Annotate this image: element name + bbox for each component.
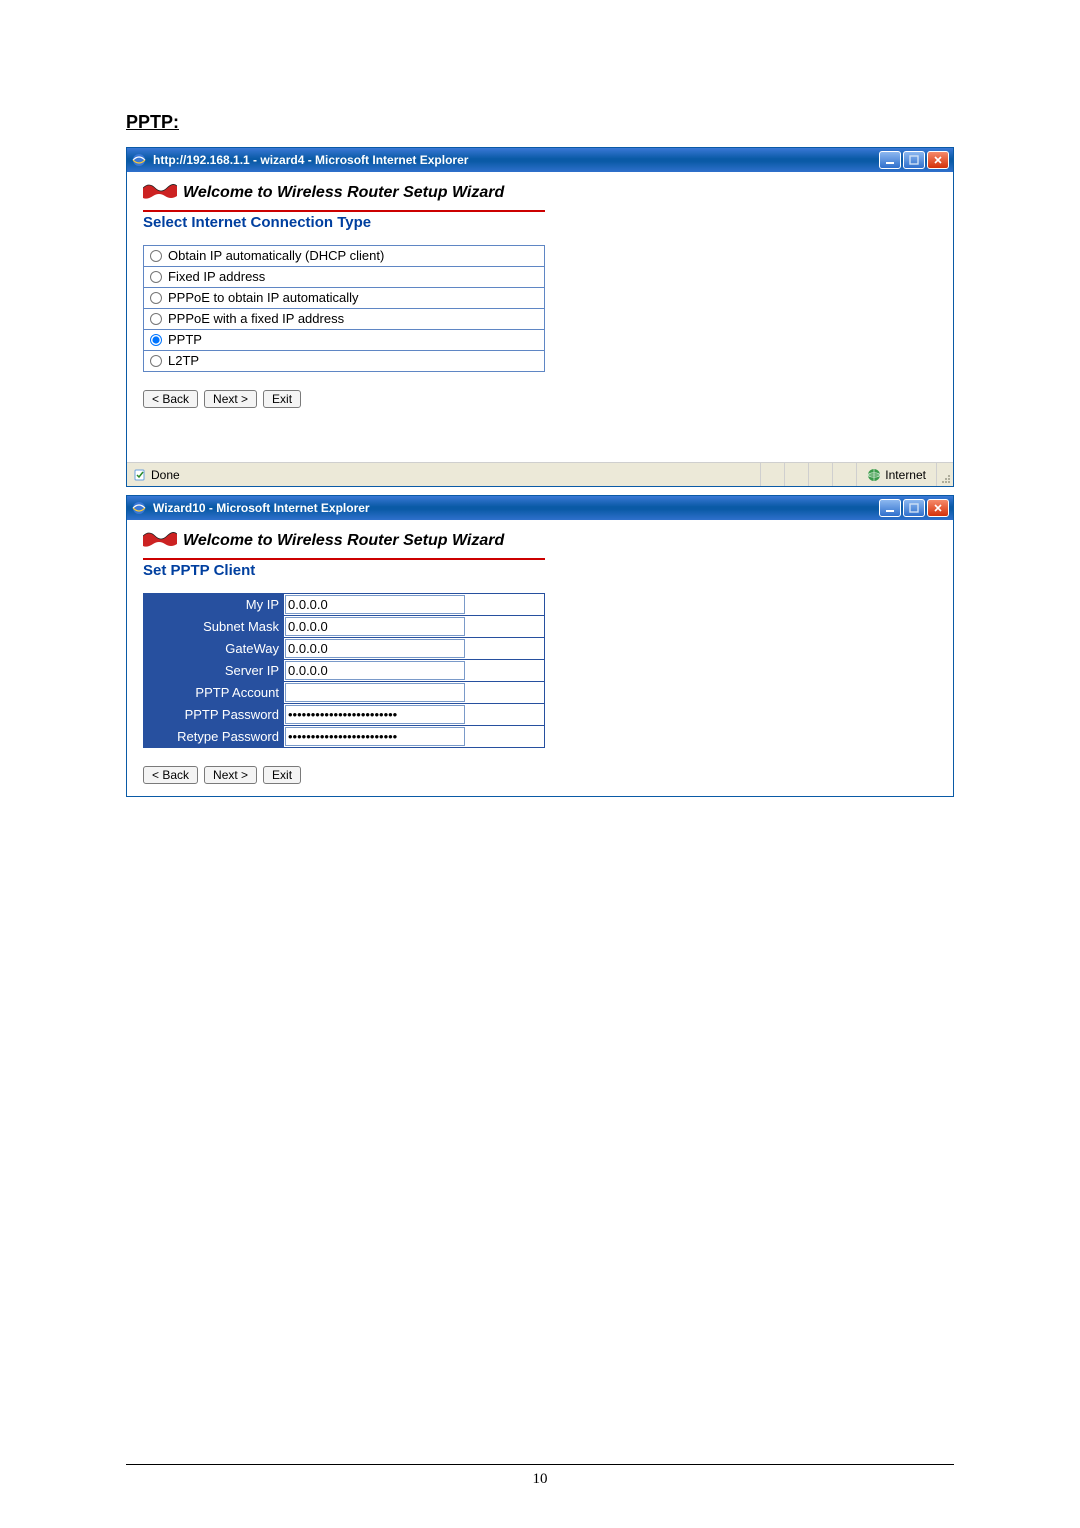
option-label: L2TP (168, 353, 199, 368)
ie-icon (131, 500, 147, 516)
radio-pppoe-auto[interactable] (150, 292, 162, 304)
zone-label: Internet (885, 468, 926, 482)
titlebar[interactable]: http://192.168.1.1 - wizard4 - Microsoft… (127, 148, 953, 172)
next-button[interactable]: Next > (204, 390, 257, 408)
page-number: 10 (126, 1471, 954, 1488)
wizard-flag-icon (143, 530, 177, 552)
maximize-button[interactable] (903, 151, 925, 169)
field-label: GateWay (144, 638, 284, 660)
minimize-button[interactable] (879, 499, 901, 517)
pptp-form-table: My IP Subnet Mask GateWay Server IP PPTP… (143, 593, 545, 748)
status-seg (833, 463, 857, 486)
titlebar[interactable]: Wizard10 - Microsoft Internet Explorer (127, 496, 953, 520)
form-row-server-ip: Server IP (144, 660, 545, 682)
red-divider (143, 210, 545, 212)
radio-pppoe-fixed[interactable] (150, 313, 162, 325)
pptp-password-input[interactable] (285, 705, 465, 724)
wizard-title: Welcome to Wireless Router Setup Wizard (183, 532, 504, 550)
field-label: Subnet Mask (144, 616, 284, 638)
field-label: PPTP Account (144, 682, 284, 704)
wizard-subheading: Set PPTP Client (143, 562, 545, 579)
option-pptp[interactable]: PPTP (143, 329, 545, 350)
window-wizard4: http://192.168.1.1 - wizard4 - Microsoft… (126, 147, 954, 487)
exit-button[interactable]: Exit (263, 390, 301, 408)
window-content: Welcome to Wireless Router Setup Wizard … (127, 520, 953, 796)
close-button[interactable] (927, 499, 949, 517)
close-button[interactable] (927, 151, 949, 169)
form-row-account: PPTP Account (144, 682, 545, 704)
globe-icon (867, 468, 881, 482)
status-seg (785, 463, 809, 486)
form-row-gateway: GateWay (144, 638, 545, 660)
option-label: PPPoE with a fixed IP address (168, 311, 344, 326)
resize-grip[interactable] (937, 463, 953, 486)
back-button[interactable]: < Back (143, 766, 198, 784)
option-pppoe-fixed[interactable]: PPPoE with a fixed IP address (143, 308, 545, 329)
form-row-my-ip: My IP (144, 594, 545, 616)
footer-rule (126, 1464, 954, 1465)
form-row-password: PPTP Password (144, 704, 545, 726)
wizard-buttons: < Back Next > Exit (143, 766, 937, 784)
window-buttons (879, 151, 949, 169)
connection-type-options: Obtain IP automatically (DHCP client) Fi… (143, 245, 545, 372)
window-title: Wizard10 - Microsoft Internet Explorer (153, 501, 873, 515)
my-ip-input[interactable] (285, 595, 465, 614)
statusbar: Done Internet (127, 462, 953, 486)
option-dhcp[interactable]: Obtain IP automatically (DHCP client) (143, 245, 545, 266)
window-buttons (879, 499, 949, 517)
section-heading: PPTP: (126, 112, 954, 133)
radio-fixed-ip[interactable] (150, 271, 162, 283)
option-label: PPPoE to obtain IP automatically (168, 290, 359, 305)
wizard-subheading: Select Internet Connection Type (143, 214, 545, 231)
status-seg (761, 463, 785, 486)
red-divider (143, 558, 545, 560)
field-label: PPTP Password (144, 704, 284, 726)
option-label: PPTP (168, 332, 202, 347)
radio-l2tp[interactable] (150, 355, 162, 367)
page-footer: 10 (126, 1464, 954, 1488)
minimize-button[interactable] (879, 151, 901, 169)
radio-pptp[interactable] (150, 334, 162, 346)
status-text: Done (151, 468, 180, 482)
field-label: Retype Password (144, 726, 284, 748)
window-title: http://192.168.1.1 - wizard4 - Microsoft… (153, 153, 873, 167)
wizard-flag-icon (143, 182, 177, 204)
next-button[interactable]: Next > (204, 766, 257, 784)
wizard-buttons: < Back Next > Exit (143, 390, 937, 408)
option-label: Obtain IP automatically (DHCP client) (168, 248, 384, 263)
form-row-retype-password: Retype Password (144, 726, 545, 748)
form-row-subnet: Subnet Mask (144, 616, 545, 638)
wizard-header: Welcome to Wireless Router Setup Wizard (143, 528, 545, 556)
window-content: Welcome to Wireless Router Setup Wizard … (127, 172, 953, 462)
wizard-header: Welcome to Wireless Router Setup Wizard (143, 180, 545, 208)
radio-dhcp[interactable] (150, 250, 162, 262)
option-l2tp[interactable]: L2TP (143, 350, 545, 372)
subnet-mask-input[interactable] (285, 617, 465, 636)
status-left: Done (127, 463, 761, 486)
back-button[interactable]: < Back (143, 390, 198, 408)
window-wizard10: Wizard10 - Microsoft Internet Explorer W… (126, 495, 954, 797)
field-label: Server IP (144, 660, 284, 682)
exit-button[interactable]: Exit (263, 766, 301, 784)
ie-icon (131, 152, 147, 168)
field-label: My IP (144, 594, 284, 616)
option-fixed-ip[interactable]: Fixed IP address (143, 266, 545, 287)
gateway-input[interactable] (285, 639, 465, 658)
option-pppoe-auto[interactable]: PPPoE to obtain IP automatically (143, 287, 545, 308)
server-ip-input[interactable] (285, 661, 465, 680)
status-seg (809, 463, 833, 486)
status-zone: Internet (857, 463, 937, 486)
done-icon (133, 468, 147, 482)
option-label: Fixed IP address (168, 269, 265, 284)
pptp-account-input[interactable] (285, 683, 465, 702)
wizard-title: Welcome to Wireless Router Setup Wizard (183, 184, 504, 202)
maximize-button[interactable] (903, 499, 925, 517)
retype-password-input[interactable] (285, 727, 465, 746)
